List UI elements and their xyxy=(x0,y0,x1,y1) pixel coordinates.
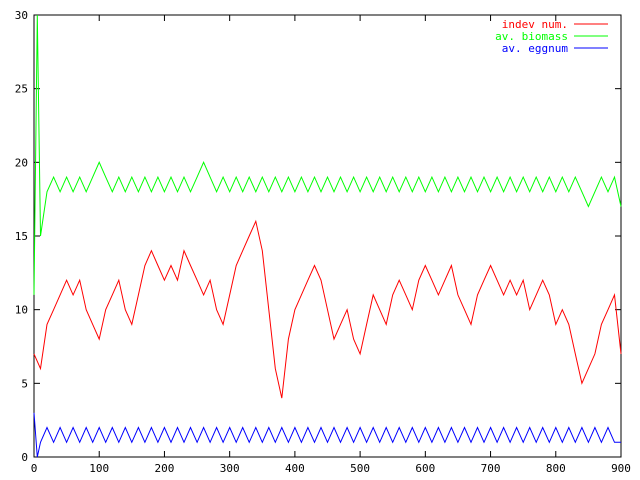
y-tick-label: 30 xyxy=(15,9,28,22)
axis-ticks xyxy=(33,14,622,458)
x-tick-label: 300 xyxy=(220,462,240,475)
y-tick-label: 10 xyxy=(15,304,28,317)
y-tick-label: 15 xyxy=(15,230,28,243)
legend-label-indev-num: indev num. xyxy=(502,18,568,31)
x-tick-label: 900 xyxy=(611,462,631,475)
x-tick-label: 600 xyxy=(415,462,435,475)
x-tick-label: 0 xyxy=(31,462,38,475)
x-tick-label: 200 xyxy=(155,462,175,475)
legend-label-av-eggnum: av. eggnum xyxy=(502,42,569,55)
x-tick-label: 400 xyxy=(285,462,305,475)
legend-label-av-biomass: av. biomass xyxy=(495,30,568,43)
x-tick-label: 800 xyxy=(546,462,566,475)
y-tick-label: 20 xyxy=(15,156,28,169)
x-tick-label: 100 xyxy=(89,462,109,475)
plot-frame xyxy=(33,14,622,458)
series-line-av-eggnum xyxy=(33,412,621,458)
y-tick-label: 5 xyxy=(21,377,28,390)
x-tick-label: 500 xyxy=(350,462,370,475)
y-tick-label: 0 xyxy=(21,451,28,464)
axis-tick-labels: 0 100 200 300 400 500 600 700 800 900 0 5 10 15 20 25 30 xyxy=(15,9,631,475)
series-lines xyxy=(33,14,622,458)
series-line-indev-num xyxy=(33,219,622,399)
series-line-av-biomass xyxy=(33,14,622,295)
x-tick-label: 700 xyxy=(481,462,501,475)
y-tick-label: 25 xyxy=(15,83,28,96)
